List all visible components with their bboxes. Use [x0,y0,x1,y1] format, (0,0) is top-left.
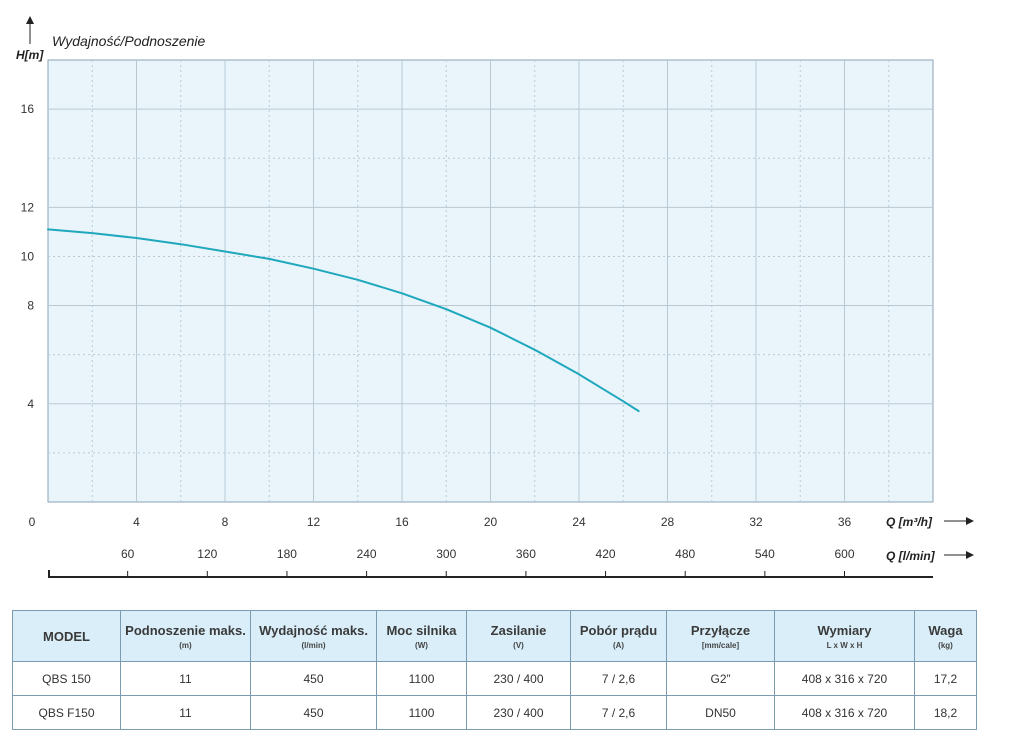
x2-tick-label: 480 [675,547,695,561]
x-tick-label: 4 [133,515,140,529]
table-header-row: MODEL Podnoszenie maks. (m) Wydajność maks.… [12,610,977,662]
table-header-cell: Moc silnika (W) [376,610,467,662]
table-header-cell: Wydajność maks. (l/min) [250,610,377,662]
header-label: Zasilanie [490,622,547,638]
x2-tick-label: 120 [197,547,217,561]
label-layer: H[m] Wydajność/Podnoszenie 4 8 10 12 16 0 4 8 12 16… [16,16,974,578]
x2-tick-label: 540 [755,547,775,561]
header-unit: (m) [179,640,192,650]
header-unit: [mm/cale] [701,640,740,650]
table-header-cell: Pobór prądu (A) [570,610,667,662]
table-cell: 450 [250,661,377,696]
header-label: Podnoszenie maks. [125,622,246,638]
performance-chart: H[m] Wydajność/Podnoszenie 4 8 10 12 16 0 4 8 12 16… [16,16,974,578]
x-tick-label: 24 [572,515,586,529]
table-cell: 18,2 [914,695,977,730]
table-cell: 17,2 [914,661,977,696]
x-tick-label: 0 [29,515,36,529]
table-header-cell: Waga (kg) [914,610,977,662]
header-label: MODEL [43,628,90,644]
y-axis-label: H[m] [16,48,44,62]
header-unit: L x W x H [826,640,863,650]
y-tick-label: 4 [27,397,34,411]
table-header-cell: Wymiary L x W x H [774,610,915,662]
x-tick-label: 28 [661,515,675,529]
curve-layer [47,228,640,413]
spec-table: MODEL Podnoszenie maks. (m) Wydajność maks.… [12,610,977,730]
x-tick-label: 12 [307,515,321,529]
y-tick-label: 10 [21,249,35,263]
header-unit: (W) [415,640,428,650]
x2-tick-label: 240 [357,547,377,561]
header-label: Przyłącze [690,622,751,638]
table-cell: DN50 [666,695,775,730]
table-cell: 7 / 2,6 [570,661,667,696]
header-label: Pobór prądu [579,622,658,638]
table-cell: 230 / 400 [466,695,571,730]
table-cell: 408 x 316 x 720 [774,661,915,696]
header-label: Wymiary [817,622,872,638]
table-cell: 450 [250,695,377,730]
header-unit: (l/min) [301,640,326,650]
x2-tick-label: 360 [516,547,536,561]
table-row: QBS 150 11 450 1100 230 / 400 7 / 2,6 G2” 408 x… [12,661,977,696]
x-tick-label: 32 [749,515,763,529]
y-tick-label: 8 [27,299,34,313]
y-tick-label: 12 [21,200,35,214]
table-header-cell: Zasilanie (V) [466,610,571,662]
header-unit: (A) [612,640,625,650]
model-cell: QBS F150 [12,695,121,730]
x2-axis-label: Q [l/min] [886,549,936,563]
header-label: Wydajność maks. [259,622,368,638]
header-unit: (V) [513,640,524,650]
table-cell: 11 [120,661,251,696]
x-tick-label: 8 [222,515,229,529]
x2-tick-label: 300 [436,547,456,561]
table-cell: 7 / 2,6 [570,695,667,730]
x-tick-label: 16 [395,515,409,529]
x2-tick-label: 60 [121,547,135,561]
header-label: Moc silnika [386,622,457,638]
x-axis-label: Q [m³/h] [886,515,933,529]
x2-tick-label: 180 [277,547,297,561]
table-header-cell: Podnoszenie maks. (m) [120,610,251,662]
table-cell: 1100 [376,695,467,730]
series-line [47,228,640,413]
table-header-cell: MODEL [12,610,121,662]
table-cell: G2” [666,661,775,696]
header-label: Waga [928,622,963,638]
table-cell: 1100 [376,661,467,696]
x-tick-label: 20 [484,515,498,529]
x2-tick-label: 600 [834,547,854,561]
table-cell: 11 [120,695,251,730]
table-header-cell: Przyłącze [mm/cale] [666,610,775,662]
table-cell: 408 x 316 x 720 [774,695,915,730]
grid-layer [48,60,933,502]
x-tick-label: 36 [838,515,852,529]
y-tick-label: 16 [21,102,35,116]
table-cell: 230 / 400 [466,661,571,696]
table-row: QBS F150 11 450 1100 230 / 400 7 / 2,6 DN50 408… [12,695,977,730]
x2-tick-label: 420 [596,547,616,561]
header-unit: (kg) [938,640,953,650]
chart-title: Wydajność/Podnoszenie [52,33,206,49]
model-cell: QBS 150 [12,661,121,696]
